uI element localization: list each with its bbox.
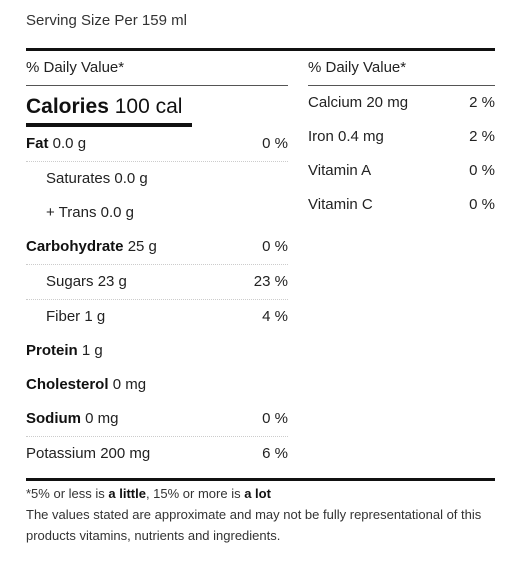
calories-label: Calories xyxy=(26,95,109,118)
nutrition-left-column: % Daily Value* Calories 100 cal Fat 0.0 … xyxy=(26,51,288,471)
nutrition-right-column: % Daily Value* Calcium 20 mg 2 % Iron 0.… xyxy=(308,51,495,222)
nutrient-percent: 23 % xyxy=(253,273,288,290)
footnote-emphasis: a little xyxy=(108,486,146,501)
nutrient-name: Sodium xyxy=(26,410,81,427)
nutrient-label: Sugars 23 g xyxy=(46,273,127,290)
nutrient-name: Protein xyxy=(26,342,78,359)
daily-value-header: % Daily Value* xyxy=(308,51,495,86)
footnote-emphasis: a lot xyxy=(244,486,271,501)
nutrient-label: Sodium 0 mg xyxy=(26,402,119,436)
nutrient-label: Potassium 200 mg xyxy=(26,445,151,462)
nutrient-name: Cholesterol xyxy=(26,376,109,393)
nutrient-percent: 0 % xyxy=(262,135,288,152)
nutrient-row-calcium: Calcium 20 mg 2 % xyxy=(308,86,495,120)
nutrient-row-fat: Fat 0.0 g 0 % xyxy=(26,127,288,162)
serving-size: Serving Size Per 159 ml xyxy=(26,12,187,29)
nutrient-amount: 0 mg xyxy=(85,410,119,427)
nutrient-label: Saturates 0.0 g xyxy=(46,170,148,187)
nutrient-row-trans: + Trans 0.0 g xyxy=(26,196,288,230)
nutrient-amount: 0.0 g xyxy=(52,135,87,152)
nutrient-row-sodium: Sodium 0 mg 0 % xyxy=(26,402,288,437)
nutrient-row-saturates: Saturates 0.0 g xyxy=(26,162,288,196)
nutrient-label: Vitamin A xyxy=(308,162,372,179)
daily-value-header: % Daily Value* xyxy=(26,51,288,86)
calories-line: Calories 100 cal xyxy=(26,94,288,120)
nutrient-amount: 1 g xyxy=(81,342,103,359)
nutrient-percent: 0 % xyxy=(262,410,288,427)
nutrient-name: Carbohydrate xyxy=(26,238,124,255)
nutrient-row-vitamin-c: Vitamin C 0 % xyxy=(308,188,495,222)
nutrient-label: Vitamin C xyxy=(308,196,373,213)
daily-value-footnote: *5% or less is a little, 15% or more is … xyxy=(26,484,496,504)
nutrient-label: Fiber 1 g xyxy=(46,308,106,325)
nutrient-label: Carbohydrate 25 g xyxy=(26,230,157,264)
nutrient-row-protein: Protein 1 g xyxy=(26,334,288,368)
nutrient-percent: 0 % xyxy=(469,162,495,179)
nutrient-amount: 25 g xyxy=(127,238,157,255)
nutrient-percent: 2 % xyxy=(469,128,495,145)
calories-value: 100 cal xyxy=(114,95,183,118)
nutrient-percent: 4 % xyxy=(262,308,288,325)
nutrient-label: Iron 0.4 mg xyxy=(308,128,384,145)
bottom-divider xyxy=(26,478,495,481)
nutrient-label: Cholesterol 0 mg xyxy=(26,368,146,402)
nutrient-row-potassium: Potassium 200 mg 6 % xyxy=(26,437,288,471)
nutrient-label: Calcium 20 mg xyxy=(308,94,409,111)
disclaimer: The values stated are approximate and ma… xyxy=(26,507,482,543)
nutrient-percent: 2 % xyxy=(469,94,495,111)
nutrient-label: + Trans 0.0 g xyxy=(46,204,134,221)
nutrient-row-vitamin-a: Vitamin A 0 % xyxy=(308,154,495,188)
calories-underline xyxy=(26,123,192,127)
footnote-text: , 15% or more is xyxy=(145,486,245,501)
top-divider xyxy=(26,48,495,51)
nutrient-percent: 6 % xyxy=(262,445,288,462)
nutrient-row-sugars: Sugars 23 g 23 % xyxy=(26,265,288,300)
nutrient-amount: 0 mg xyxy=(112,376,147,393)
nutrient-label: Protein 1 g xyxy=(26,334,103,368)
nutrient-percent: 0 % xyxy=(469,196,495,213)
nutrient-label: Fat 0.0 g xyxy=(26,127,86,161)
nutrient-row-carbohydrate: Carbohydrate 25 g 0 % xyxy=(26,230,288,265)
footnote-text: *5% or less is xyxy=(26,486,109,501)
nutrient-row-iron: Iron 0.4 mg 2 % xyxy=(308,120,495,154)
nutrient-percent: 0 % xyxy=(262,238,288,255)
nutrient-row-fiber: Fiber 1 g 4 % xyxy=(26,300,288,334)
nutrient-row-cholesterol: Cholesterol 0 mg xyxy=(26,368,288,402)
nutrient-name: Fat xyxy=(26,135,49,152)
